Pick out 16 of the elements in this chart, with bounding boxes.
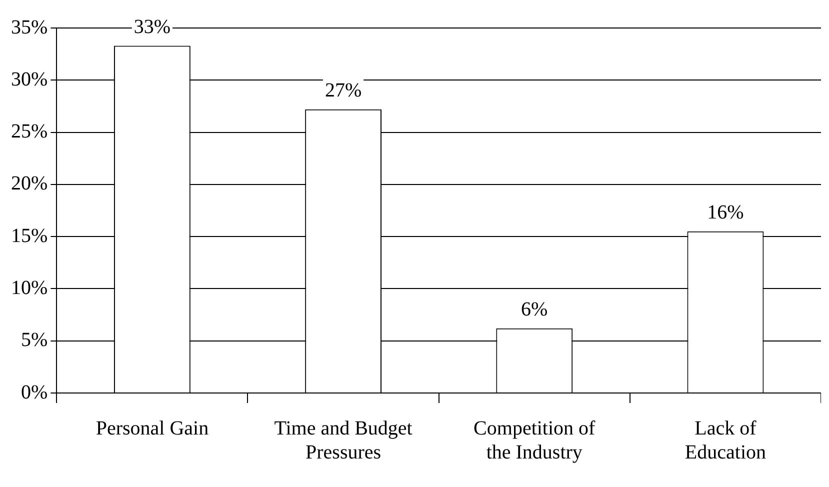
y-tick-label: 25% (10, 120, 48, 143)
x-tick-label: Lack of Education (684, 417, 766, 464)
y-tick-label: 10% (10, 276, 48, 299)
x-tick-label: Time and Budget Pressures (274, 417, 413, 464)
y-tick-label: 30% (10, 68, 48, 90)
data-label: 33% (134, 16, 171, 38)
x-tick-label: Competition of the Industry (474, 417, 596, 464)
y-tick-label: 5% (20, 329, 48, 352)
data-label: 6% (521, 298, 548, 321)
data-label: 16% (707, 202, 744, 224)
y-tick-label: 20% (10, 172, 48, 195)
y-tick-label: 15% (10, 224, 48, 247)
x-tick-label: Personal Gain (96, 417, 209, 440)
y-tick-label: 35% (10, 16, 48, 38)
data-label: 27% (324, 80, 362, 102)
y-tick-label: 0% (20, 381, 48, 404)
